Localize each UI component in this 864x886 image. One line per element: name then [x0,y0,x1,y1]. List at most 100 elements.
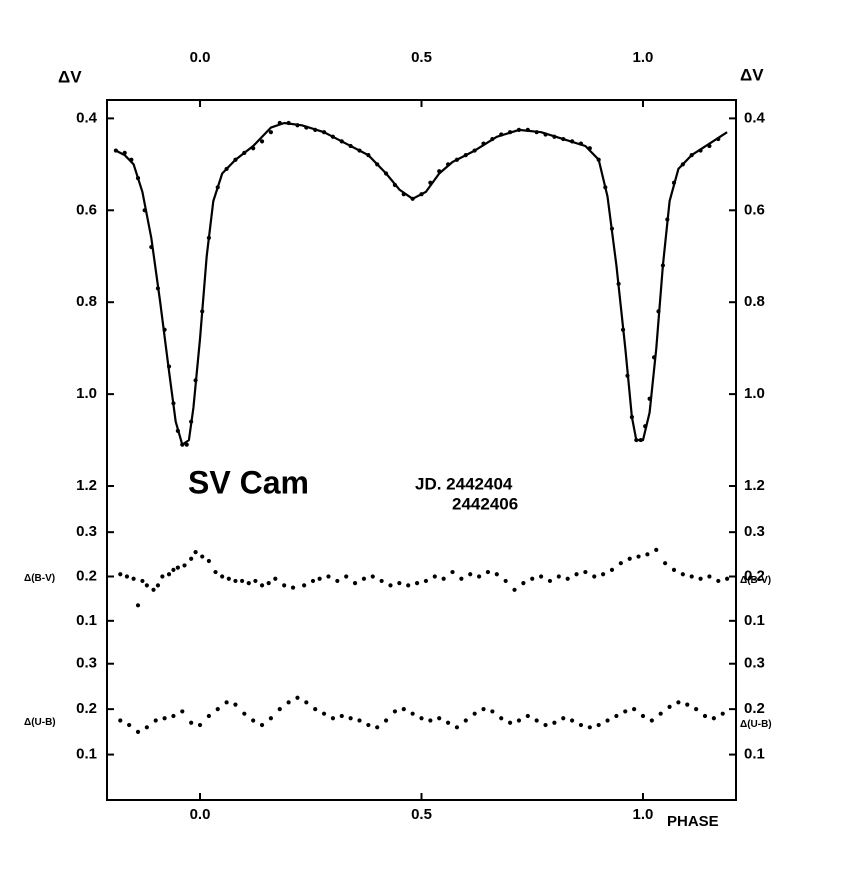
data-point [676,700,681,705]
data-point [135,729,141,734]
y-tick-label: 0.6 [76,201,97,218]
annotation: 2442406 [452,494,518,513]
y-tick-label: 0.1 [76,746,97,763]
data-point [716,578,721,584]
data-point [383,718,389,723]
data-point [459,576,464,581]
data-point [663,561,668,566]
y-tick-label: 1.0 [744,385,765,402]
data-point [521,581,526,586]
data-point [654,547,659,553]
data-point [233,702,238,707]
data-point [627,556,632,561]
data-point [206,713,211,719]
y-axis-label: Δ(U-B) [740,719,772,730]
data-point [326,574,331,579]
data-point [140,578,145,584]
data-point [640,713,646,719]
data-point [180,709,185,714]
data-point [344,574,349,579]
x-tick-label: 0.5 [411,49,432,66]
data-point [317,576,322,581]
data-point [166,572,172,577]
data-point [370,574,375,579]
data-point [153,718,158,723]
data-point [171,713,176,719]
data-point [543,722,548,728]
data-point [388,583,393,588]
data-point [273,576,278,581]
data-point [570,718,575,723]
data-point [490,709,495,714]
data-point [437,716,442,721]
y-tick-label: 0.3 [76,655,97,672]
data-point [632,707,637,712]
y-tick-label: 0.1 [744,746,765,763]
data-point [213,569,218,575]
data-point [118,572,123,577]
data-point [401,707,406,712]
data-point [583,569,588,575]
data-point [162,716,167,721]
data-point [124,574,130,579]
data-point [348,716,353,721]
y-tick-label: 0.2 [76,567,97,584]
data-point [671,567,677,572]
data-point [397,581,402,586]
data-point [596,722,601,728]
y-tick-label: 1.2 [744,477,765,494]
data-point [302,583,307,588]
data-point [419,716,424,721]
data-point [592,574,597,579]
y-tick-label: 0.4 [76,109,98,126]
data-point [468,572,473,577]
data-point [144,583,149,588]
data-point [476,574,482,579]
data-point [151,587,156,592]
data-point [295,695,300,700]
data-point [601,572,606,577]
y-tick-label: 0.2 [744,700,765,717]
data-point [516,718,522,723]
data-point [379,578,384,584]
data-point [251,718,256,723]
data-point [561,716,566,721]
data-point [313,707,318,712]
x-tick-label: 1.0 [633,49,654,66]
data-point [266,581,271,586]
data-point [530,576,535,581]
data-point [556,574,561,579]
data-point [144,725,149,730]
data-point [226,576,231,581]
data-point [680,572,685,577]
data-point [259,583,265,588]
data-point [246,581,251,586]
x-tick-label: 1.0 [633,806,654,823]
data-point [658,711,663,716]
data-point [507,720,513,725]
data-point [171,567,176,572]
x-tick-label: 0.0 [190,49,211,66]
data-point [454,725,460,730]
annotation: JD. 2442404 [415,474,513,493]
data-point [534,718,539,723]
data-point [268,716,273,721]
data-point [423,578,429,584]
y-tick-label: 0.8 [744,293,765,310]
data-point [609,567,615,572]
data-point [206,558,211,564]
data-point [233,578,238,584]
data-point [725,576,730,581]
data-point [361,576,367,581]
data-point [565,576,570,581]
data-point [193,550,198,555]
data-point [135,603,141,608]
data-point [290,585,296,590]
y-tick-label: 0.3 [76,523,97,540]
data-point [357,718,362,723]
data-point [118,718,123,723]
data-point [127,722,132,728]
data-point [720,711,725,716]
data-point [189,556,194,561]
